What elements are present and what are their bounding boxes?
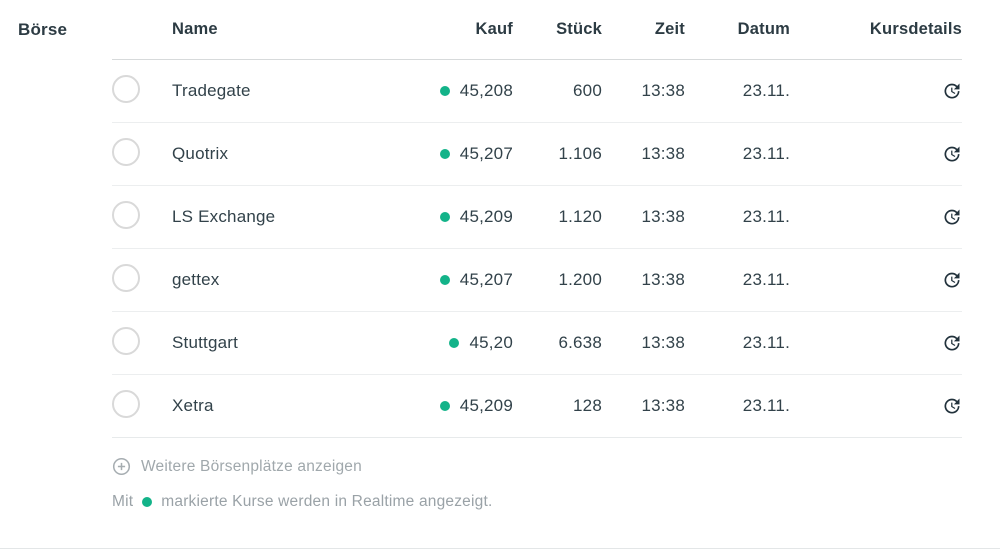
- stueck-value: 1.120: [558, 207, 602, 226]
- exchange-name: Tradegate: [172, 81, 251, 100]
- exchange-row: Xetra 45,209 128 13:38 23.11.: [112, 375, 962, 438]
- datum-value: 23.11.: [742, 270, 790, 289]
- exchange-row: Tradegate 45,208 600 13:38 23.11.: [112, 60, 962, 123]
- realtime-dot-icon: [142, 497, 153, 507]
- section-divider: [0, 548, 1000, 549]
- kursdetails-clock-refresh-icon[interactable]: [942, 144, 962, 164]
- exchange-radio[interactable]: [112, 326, 140, 355]
- table-body: Tradegate 45,208 600 13:38 23.11. Quotri…: [112, 60, 962, 438]
- stueck-value: 600: [573, 81, 602, 100]
- zeit-value: 13:38: [641, 333, 685, 352]
- exchange-name: Stuttgart: [172, 333, 239, 352]
- exchange-row: Quotrix 45,207 1.106 13:38 23.11.: [112, 123, 962, 186]
- show-more-exchanges-label: Weitere Börsenplätze anzeigen: [141, 457, 362, 475]
- stueck-value: 1.200: [558, 270, 602, 289]
- exchange-name: Xetra: [172, 396, 214, 415]
- realtime-dot-icon: [439, 149, 450, 159]
- realtime-note: Mit markierte Kurse werden in Realtime a…: [112, 493, 962, 511]
- kursdetails-clock-refresh-icon[interactable]: [942, 270, 962, 290]
- kursdetails-clock-refresh-icon[interactable]: [942, 333, 962, 353]
- show-more-exchanges-link[interactable]: Weitere Börsenplätze anzeigen: [112, 457, 362, 476]
- realtime-dot-icon: [449, 338, 460, 348]
- exchange-row: gettex 45,207 1.200 13:38 23.11.: [112, 249, 962, 312]
- zeit-value: 13:38: [641, 144, 685, 163]
- realtime-note-suffix: markierte Kurse werden in Realtime angez…: [161, 493, 493, 510]
- plus-circle-icon: [112, 457, 131, 476]
- kauf-value: 45,209: [459, 207, 513, 226]
- stueck-value: 128: [573, 396, 602, 415]
- table-header-row: Name Kauf Stück Zeit Datum Kursdetails: [112, 0, 962, 60]
- zeit-value: 13:38: [641, 270, 685, 289]
- kursdetails-clock-refresh-icon[interactable]: [942, 81, 962, 101]
- datum-value: 23.11.: [742, 144, 790, 163]
- zeit-value: 13:38: [641, 396, 685, 415]
- exchange-radio[interactable]: [112, 137, 140, 166]
- exchange-radio[interactable]: [112, 263, 140, 292]
- kauf-value: 45,20: [469, 333, 513, 352]
- kauf-value: 45,208: [459, 81, 513, 100]
- header-kauf: Kauf: [475, 20, 513, 38]
- section-label: Börse: [18, 20, 68, 39]
- kauf-value: 45,209: [459, 396, 513, 415]
- exchange-name: gettex: [172, 270, 220, 289]
- header-name: Name: [172, 20, 218, 38]
- header-kursdetails: Kursdetails: [869, 20, 962, 38]
- header-zeit: Zeit: [654, 20, 685, 38]
- exchange-radio[interactable]: [112, 74, 140, 103]
- kursdetails-clock-refresh-icon[interactable]: [942, 207, 962, 227]
- exchange-radio[interactable]: [112, 389, 140, 418]
- kursdetails-clock-refresh-icon[interactable]: [942, 396, 962, 416]
- stueck-value: 1.106: [558, 144, 602, 163]
- exchange-row: Stuttgart 45,20 6.638 13:38 23.11.: [112, 312, 962, 375]
- exchange-name: LS Exchange: [172, 207, 276, 226]
- exchange-row: LS Exchange 45,209 1.120 13:38 23.11.: [112, 186, 962, 249]
- kauf-cell: 45,207: [347, 144, 513, 164]
- realtime-note-prefix: Mit: [112, 493, 134, 510]
- kauf-cell: 45,20: [347, 333, 513, 353]
- zeit-value: 13:38: [641, 81, 685, 100]
- realtime-dot-icon: [439, 401, 450, 411]
- realtime-dot-icon: [439, 212, 450, 222]
- realtime-dot-icon: [439, 86, 450, 96]
- kauf-cell: 45,209: [347, 396, 513, 416]
- exchange-table: Name Kauf Stück Zeit Datum Kursdetails T…: [112, 0, 962, 511]
- header-datum: Datum: [737, 20, 790, 38]
- kauf-cell: 45,207: [347, 270, 513, 290]
- stueck-value: 6.638: [558, 333, 602, 352]
- datum-value: 23.11.: [742, 81, 790, 100]
- zeit-value: 13:38: [641, 207, 685, 226]
- exchange-radio[interactable]: [112, 200, 140, 229]
- exchange-name: Quotrix: [172, 144, 229, 163]
- kauf-cell: 45,209: [347, 207, 513, 227]
- datum-value: 23.11.: [742, 396, 790, 415]
- kauf-value: 45,207: [459, 270, 513, 289]
- header-stueck: Stück: [556, 20, 602, 38]
- datum-value: 23.11.: [742, 333, 790, 352]
- kauf-cell: 45,208: [347, 81, 513, 101]
- kauf-value: 45,207: [459, 144, 513, 163]
- realtime-dot-icon: [439, 275, 450, 285]
- datum-value: 23.11.: [742, 207, 790, 226]
